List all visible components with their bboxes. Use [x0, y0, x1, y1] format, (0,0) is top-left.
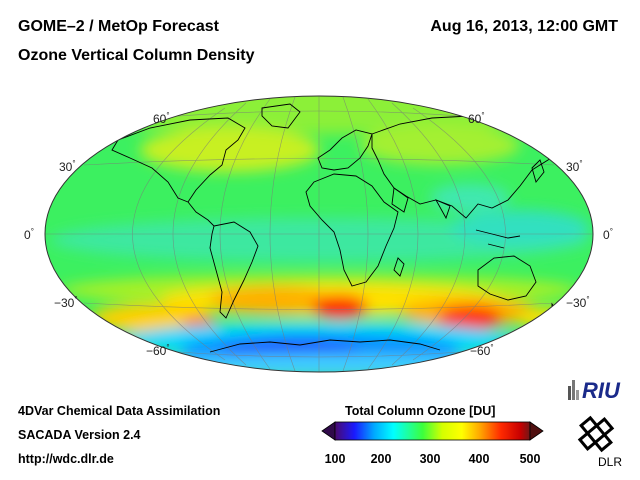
colorbar-tick: 300	[419, 452, 441, 466]
dlr-logo-text: DLR	[598, 455, 622, 468]
colorbar-low-arrow	[321, 421, 336, 441]
lat-label-60s-right: −60°	[470, 343, 494, 358]
lat-label-60n-left: 60°	[153, 111, 170, 126]
ozone-field	[45, 96, 593, 372]
lat-label-30s-left: −30°	[54, 295, 78, 310]
lat-label-30n-right: 30°	[566, 159, 583, 174]
riu-logo-text: RIU	[582, 378, 621, 403]
footer-version: SACADA Version 2.4	[18, 428, 141, 442]
lat-label-30s-right: −30°	[566, 295, 590, 310]
colorbar-gradient	[334, 421, 531, 441]
colorbar-tick: 400	[468, 452, 490, 466]
colorbar-tick: 200	[370, 452, 392, 466]
lat-label-0-right: 0°	[603, 227, 613, 242]
colorbar-high-arrow	[529, 421, 544, 441]
colorbar	[321, 421, 544, 441]
footer-url[interactable]: http://wdc.dlr.de	[18, 452, 114, 466]
map-title: GOME–2 / MetOp Forecast	[18, 18, 219, 35]
map-subtitle: Ozone Vertical Column Density	[18, 47, 255, 64]
riu-logo: RIU	[568, 378, 621, 403]
forecast-datetime: Aug 16, 2013, 12:00 GMT	[430, 18, 618, 35]
dlr-logo: DLR	[577, 415, 622, 468]
globe-outline	[44, 95, 594, 373]
colorbar-tick: 100	[324, 452, 346, 466]
colorbar-tick: 500	[519, 452, 541, 466]
lat-label-60s-left: −60°	[146, 343, 170, 358]
lat-label-30n-left: 30°	[59, 159, 76, 174]
lat-label-0-left: 0°	[24, 227, 34, 242]
lat-label-60n-right: 60°	[468, 111, 485, 126]
graticule	[45, 96, 593, 372]
footer-method: 4DVar Chemical Data Assimilation	[18, 404, 221, 418]
colorbar-title: Total Column Ozone [DU]	[345, 404, 496, 418]
